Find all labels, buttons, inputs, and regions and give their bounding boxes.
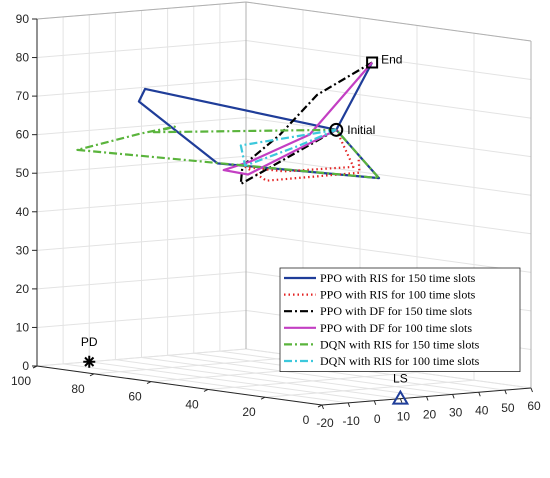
legend-entry: DQN with RIS for 150 time slots: [320, 337, 480, 351]
legend: PPO with RIS for 150 time slots PPO with …: [279, 267, 521, 372]
initial-label: Initial: [347, 123, 375, 137]
x-tick: [373, 400, 377, 405]
grid-line-z: [245, 78, 532, 119]
grid-line-z: [245, 232, 532, 273]
x-tick: [452, 394, 455, 399]
z-tick-label: 40: [16, 205, 30, 219]
y-tick-label: 80: [71, 382, 85, 396]
y-tick: [203, 388, 209, 392]
grid-line-z: [245, 155, 532, 196]
x-tick-label: 40: [475, 403, 489, 417]
y-tick: [260, 396, 266, 400]
ls-marker: [391, 389, 410, 405]
box-edge: [36, 1, 247, 20]
z-tick-label: 60: [16, 128, 30, 142]
grid-line-y: [93, 356, 304, 375]
x-tick-label: -20: [316, 416, 334, 430]
grid-line-y: [207, 371, 418, 390]
grid-line-x: [63, 363, 349, 404]
x-tick: [321, 404, 324, 410]
grid-line-x: [115, 359, 401, 400]
initial-marker: [329, 122, 344, 137]
z-tick-label: 50: [16, 166, 30, 180]
x-tick-label: 60: [527, 399, 541, 413]
series-line: [244, 129, 361, 182]
x-tick-label: 30: [449, 405, 463, 419]
x-tick: [399, 398, 403, 403]
z-tick-label: 70: [16, 89, 30, 103]
x-tick: [426, 396, 429, 401]
grid-line-x: [193, 352, 479, 393]
annotations: End Initial PD LS: [81, 53, 410, 405]
grid-line-z: [245, 194, 532, 235]
legend-entry: DQN with RIS for 100 time slots: [320, 354, 480, 368]
z-tick-label: 90: [16, 12, 30, 26]
end-marker: [366, 56, 379, 69]
grid-line-x: [89, 361, 375, 402]
x-tick: [504, 389, 507, 395]
ls-label: LS: [393, 372, 408, 386]
grid-line-x: [167, 354, 453, 395]
legend-entry: PPO with DF for 100 time slots: [320, 321, 472, 335]
x-tick-label: 20: [423, 408, 437, 422]
z-tick-label: 80: [16, 51, 30, 65]
series-line: [76, 125, 381, 180]
x-tick: [347, 402, 351, 408]
pd-label: PD: [81, 335, 98, 349]
grid-line-y: [264, 379, 475, 398]
x-tick: [530, 387, 533, 393]
legend-entry: PPO with RIS for 100 time slots: [320, 288, 476, 302]
series-lines: [76, 61, 381, 186]
pd-marker: [84, 356, 95, 367]
x-tick: [478, 392, 481, 397]
box-edge: [245, 1, 532, 42]
legend-entry: PPO with DF for 150 time slots: [320, 304, 472, 318]
end-label: End: [381, 53, 402, 67]
y-tick-label: 100: [11, 374, 31, 388]
y-tick: [146, 381, 152, 385]
x-tick-label: 50: [501, 401, 515, 415]
y-tick-label: 20: [242, 405, 256, 419]
y-tick-label: 0: [303, 413, 310, 427]
grid-line-y: [36, 348, 247, 367]
x-tick-label: 10: [397, 410, 411, 424]
y-tick-label: 40: [185, 397, 199, 411]
legend-entry: PPO with RIS for 150 time slots: [320, 271, 476, 285]
x-tick-label: 0: [374, 412, 381, 426]
grid-line-x: [141, 357, 427, 397]
y-tick-label: 60: [128, 390, 142, 404]
grid-line-z: [245, 40, 532, 81]
series-line: [239, 61, 373, 186]
z-tick-label: 30: [16, 243, 30, 257]
grid-line-z: [245, 117, 532, 158]
z-tick-label: 20: [16, 282, 30, 296]
legend-box: [279, 267, 521, 372]
z-tick-label: 0: [22, 359, 29, 373]
x-tick-label: -10: [342, 414, 360, 428]
z-tick-label: 10: [16, 320, 30, 334]
series-line: [239, 128, 337, 167]
y-tick: [89, 373, 95, 377]
y-axis-line: [36, 365, 323, 406]
axes: -20 -10 0 10 20 30 40 50 60020406080100010203040…: [11, 12, 541, 430]
y-tick: [317, 404, 323, 408]
